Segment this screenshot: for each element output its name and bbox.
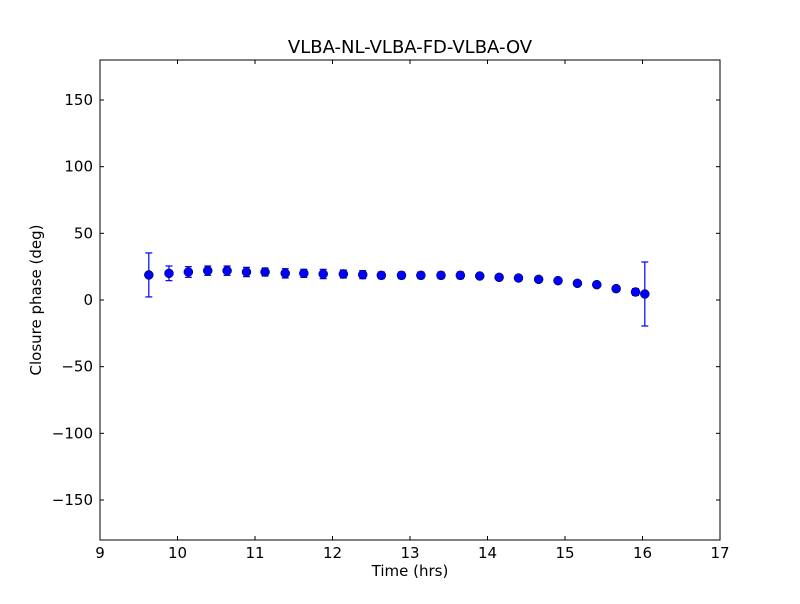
data-point xyxy=(553,275,563,286)
data-point xyxy=(144,252,154,298)
data-point xyxy=(436,270,446,281)
data-point xyxy=(640,261,650,327)
x-tick-label: 9 xyxy=(95,544,105,562)
plot-frame xyxy=(99,59,721,541)
data-marker xyxy=(592,279,602,290)
data-marker xyxy=(640,289,650,299)
chart-title: VLBA-NL-VLBA-FD-VLBA-OV xyxy=(288,37,533,58)
data-marker xyxy=(396,270,407,281)
y-tick-label: 50 xyxy=(74,224,93,242)
data-marker xyxy=(416,270,426,281)
data-marker xyxy=(553,275,563,286)
data-point xyxy=(318,268,328,280)
y-tick-label: −100 xyxy=(52,424,93,442)
y-tick-label: −50 xyxy=(61,358,93,376)
y-tick-label: 0 xyxy=(83,291,93,309)
x-tick-label: 12 xyxy=(323,544,342,562)
data-marker xyxy=(436,270,446,281)
data-marker xyxy=(299,268,309,279)
data-point xyxy=(183,266,194,278)
data-marker xyxy=(241,267,252,277)
x-tick-label: 17 xyxy=(710,544,729,562)
x-tick-label: 11 xyxy=(245,544,264,562)
y-tick-label: −150 xyxy=(52,491,93,509)
data-marker xyxy=(572,278,583,289)
data-marker xyxy=(144,270,154,280)
data-marker xyxy=(280,268,290,279)
data-marker xyxy=(611,283,621,294)
data-marker xyxy=(260,267,270,277)
data-point xyxy=(260,267,270,277)
data-point xyxy=(416,270,426,281)
data-point xyxy=(357,269,368,280)
data-point xyxy=(222,265,232,276)
x-tick-label: 10 xyxy=(168,544,187,562)
data-marker xyxy=(475,271,485,281)
data-marker xyxy=(513,273,524,283)
data-point xyxy=(494,272,504,283)
x-tick-label: 13 xyxy=(400,544,419,562)
y-axis-label: Closure phase (deg) xyxy=(27,225,45,376)
x-tick-label: 16 xyxy=(633,544,652,562)
data-marker xyxy=(202,265,213,276)
data-marker xyxy=(338,269,349,279)
data-point xyxy=(611,283,621,294)
data-point xyxy=(455,270,466,281)
data-point xyxy=(338,269,349,279)
data-point xyxy=(299,268,309,279)
data-point xyxy=(241,266,252,278)
data-point xyxy=(202,265,213,276)
data-point xyxy=(280,268,290,279)
data-marker xyxy=(222,265,232,276)
data-point xyxy=(396,270,407,281)
y-tick-label: 100 xyxy=(64,158,93,176)
data-marker xyxy=(494,272,504,283)
data-point xyxy=(533,274,544,285)
data-point xyxy=(376,270,387,281)
data-marker xyxy=(455,270,466,281)
data-marker xyxy=(533,274,544,285)
data-marker xyxy=(164,268,174,279)
y-tick-label: 150 xyxy=(64,91,93,109)
data-marker xyxy=(357,269,368,280)
data-point xyxy=(475,271,485,281)
data-point xyxy=(164,265,174,282)
data-point xyxy=(592,279,602,290)
data-marker xyxy=(376,270,387,281)
data-point xyxy=(572,278,583,289)
data-point xyxy=(513,273,524,283)
data-marker xyxy=(183,267,194,277)
x-tick-label: 15 xyxy=(555,544,574,562)
x-tick-label: 14 xyxy=(478,544,497,562)
data-point xyxy=(630,287,641,297)
data-marker xyxy=(318,269,328,279)
x-axis-label: Time (hrs) xyxy=(371,562,449,580)
data-marker xyxy=(630,287,641,297)
